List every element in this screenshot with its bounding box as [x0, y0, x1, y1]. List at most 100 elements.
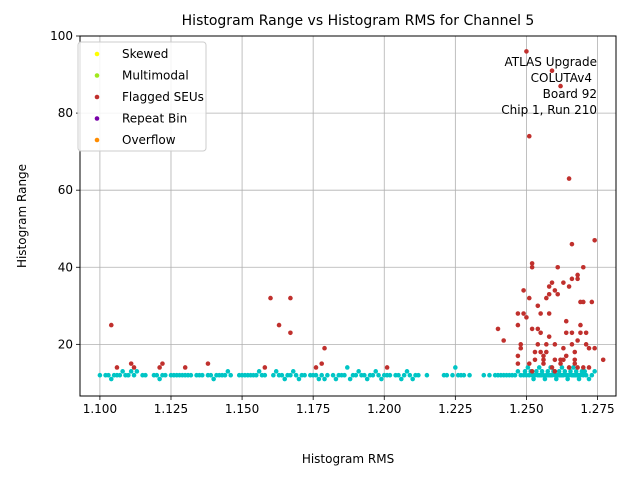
data-point — [559, 365, 565, 370]
data-point — [538, 330, 543, 336]
legend-label: Flagged SEUs — [122, 90, 204, 104]
data-point — [120, 369, 125, 374]
data-point — [552, 369, 558, 374]
data-point — [424, 372, 430, 378]
legend-entry: Skewed — [94, 47, 168, 61]
data-point — [529, 326, 535, 332]
data-point — [555, 291, 561, 297]
data-point — [515, 369, 521, 374]
y-axis-label: Histogram Range — [15, 164, 29, 268]
series-flagged-seus — [108, 49, 606, 374]
data-point — [582, 369, 588, 374]
legend-box — [77, 41, 207, 152]
data-point — [536, 372, 542, 378]
legend: Skewed Multimodal Flagged SEUs Repeat Bin Ov… — [77, 41, 207, 152]
data-point — [271, 372, 276, 378]
data-point — [313, 372, 319, 378]
x-tick-label: 1.200 — [367, 402, 401, 416]
data-point — [535, 342, 541, 347]
legend-marker — [94, 137, 100, 143]
data-point — [581, 365, 586, 370]
data-point — [97, 372, 103, 378]
legend-label: Overflow — [122, 133, 176, 147]
data-point — [532, 349, 538, 355]
data-point — [461, 372, 467, 378]
data-point — [569, 330, 575, 336]
data-point — [387, 372, 393, 378]
data-point — [199, 372, 205, 378]
x-tick-label: 1.275 — [580, 402, 614, 416]
annotation-line: Chip 1, Run 210 — [501, 103, 597, 117]
data-point — [529, 261, 535, 266]
data-point — [572, 349, 578, 355]
data-point — [583, 342, 589, 347]
data-point — [373, 369, 379, 374]
data-point — [563, 330, 569, 336]
data-point — [288, 295, 293, 301]
data-point — [188, 372, 194, 378]
data-point — [253, 372, 259, 378]
data-point — [279, 372, 285, 378]
data-point — [404, 369, 410, 374]
data-point — [571, 365, 576, 370]
data-point — [573, 369, 579, 374]
data-points — [97, 49, 606, 382]
data-point — [525, 365, 531, 370]
data-point — [182, 365, 188, 370]
legend-entry: Flagged SEUs — [94, 90, 204, 104]
data-point — [549, 365, 555, 370]
data-point — [526, 133, 532, 139]
data-point — [569, 276, 575, 282]
data-point — [481, 372, 487, 378]
data-point — [134, 369, 140, 374]
data-point — [453, 365, 458, 370]
y-tick-label: 80 — [58, 106, 73, 120]
data-point — [407, 372, 413, 378]
annotation-line: ATLAS Upgrade — [504, 55, 597, 69]
data-point — [143, 372, 148, 378]
data-point — [586, 345, 592, 351]
data-point — [416, 372, 421, 378]
legend-label: Skewed — [122, 47, 168, 61]
data-point — [538, 311, 543, 316]
data-point — [211, 376, 216, 382]
data-point — [205, 361, 211, 366]
data-point — [222, 372, 228, 378]
data-point — [450, 372, 455, 378]
data-point — [526, 361, 532, 366]
data-point — [561, 280, 566, 285]
data-point — [108, 322, 114, 328]
data-point — [518, 345, 524, 351]
data-point — [549, 68, 555, 73]
y-tick-label: 40 — [58, 260, 73, 274]
data-point — [532, 357, 538, 363]
data-point — [364, 376, 370, 382]
data-point — [552, 357, 558, 363]
legend-label: Multimodal — [122, 69, 189, 83]
data-point — [322, 345, 327, 351]
data-point — [290, 369, 296, 374]
data-point — [575, 338, 580, 343]
data-point — [571, 372, 576, 378]
data-point — [575, 272, 580, 278]
data-point — [546, 311, 552, 316]
data-point — [319, 361, 325, 366]
data-point — [501, 338, 506, 343]
data-point — [262, 365, 268, 370]
data-point — [522, 369, 528, 374]
data-point — [553, 376, 559, 382]
x-axis-ticks: 1.100 1.125 1.150 1.175 1.200 1.225 1.250 1.275 — [83, 396, 615, 416]
data-point — [131, 365, 137, 370]
legend-marker — [94, 73, 100, 78]
data-point — [569, 342, 575, 347]
data-point — [592, 237, 597, 243]
data-point — [592, 369, 597, 374]
data-point — [313, 365, 319, 370]
data-point — [225, 369, 231, 374]
data-point — [546, 334, 552, 339]
legend-entry: Repeat Bin — [94, 112, 187, 126]
data-point — [546, 284, 552, 289]
data-point — [578, 322, 583, 328]
data-point — [544, 295, 549, 301]
